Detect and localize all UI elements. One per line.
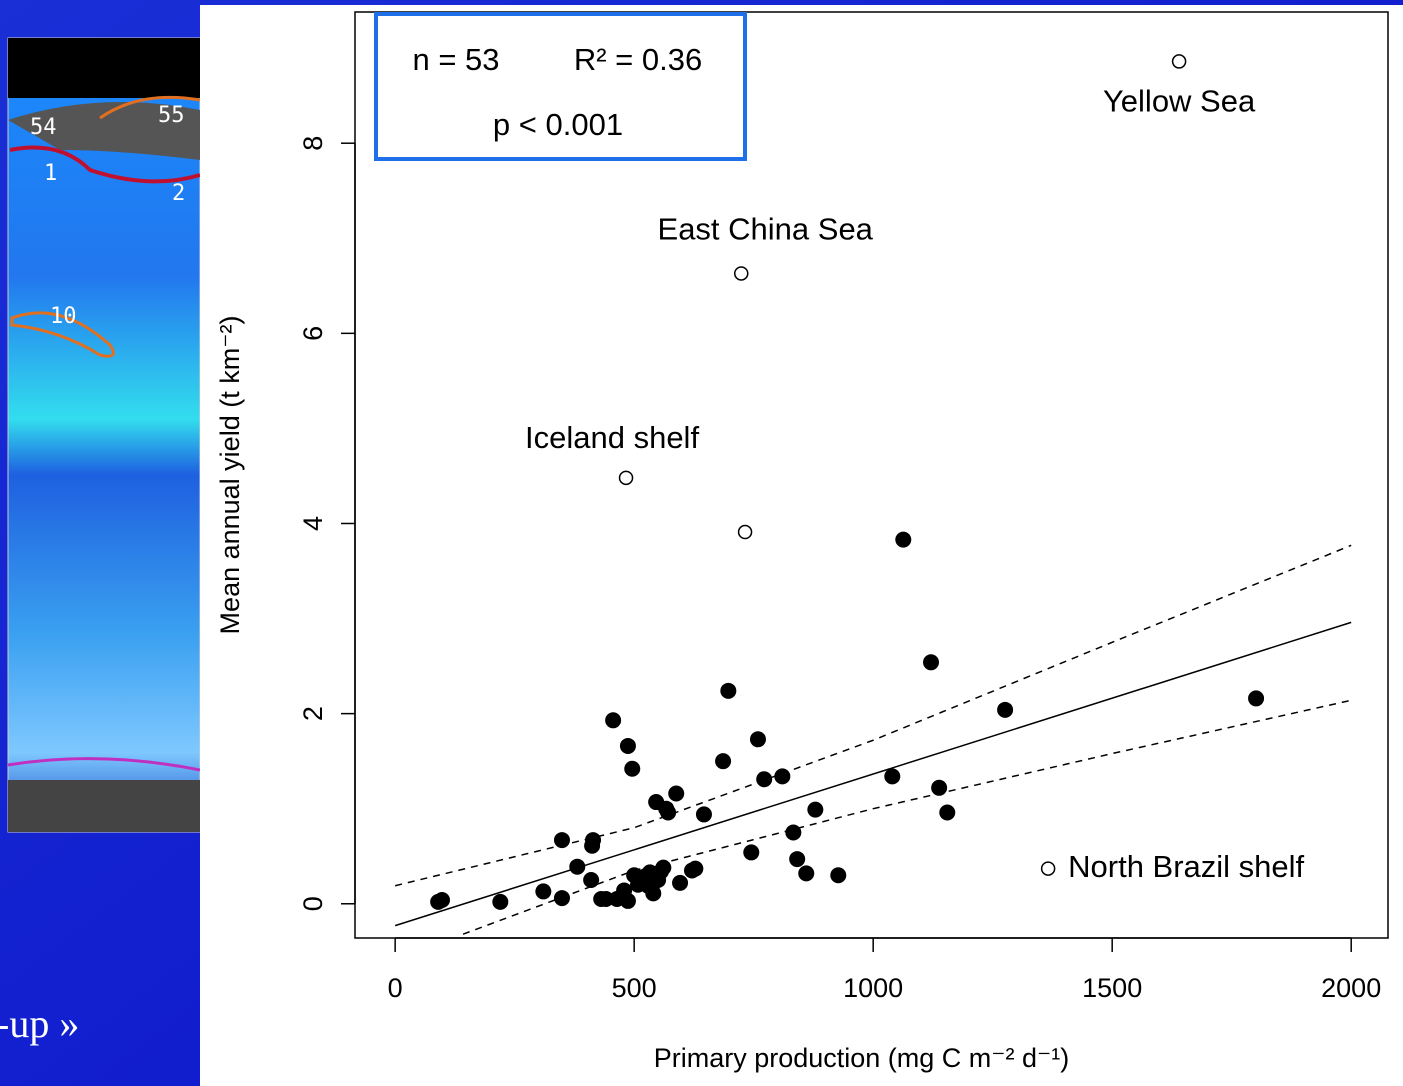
data-point xyxy=(655,860,671,876)
point-label: North Brazil shelf xyxy=(1068,849,1304,884)
y-axis-label: Mean annual yield (t km⁻²) xyxy=(215,316,245,635)
point-label: Iceland shelf xyxy=(525,420,699,455)
chart-panel xyxy=(200,5,1403,1086)
x-tick-label: 1000 xyxy=(843,973,903,1003)
map-label: 2 xyxy=(172,181,185,206)
data-point xyxy=(715,753,731,769)
data-point xyxy=(774,768,790,784)
data-point xyxy=(535,883,551,899)
stats-text: p < 0.001 xyxy=(493,107,623,142)
map xyxy=(8,38,200,832)
data-point xyxy=(554,890,570,906)
point-label: East China Sea xyxy=(658,212,874,247)
data-point xyxy=(585,832,601,848)
map-land xyxy=(8,38,200,98)
page: 54 55 1 2 10 -up » 0 500 1000 1500 2000 0 2 4 6 8 Prim… xyxy=(0,0,1403,1086)
data-point xyxy=(756,771,772,787)
x-tick-label: 2000 xyxy=(1321,973,1381,1003)
data-point xyxy=(939,805,955,821)
data-point xyxy=(750,731,766,747)
data-point xyxy=(620,893,636,909)
data-point xyxy=(554,832,570,848)
data-point xyxy=(620,738,636,754)
data-point xyxy=(743,844,759,860)
data-point xyxy=(1248,690,1264,706)
data-point xyxy=(605,712,621,728)
map-label: 10 xyxy=(50,304,77,329)
data-point xyxy=(785,824,801,840)
data-point xyxy=(931,780,947,796)
stats-text: R² = 0.36 xyxy=(574,42,702,77)
data-point xyxy=(789,851,805,867)
map-image xyxy=(8,38,200,832)
map-label: 55 xyxy=(158,103,185,128)
x-tick-label: 0 xyxy=(388,973,403,1003)
map-label: 54 xyxy=(30,115,57,140)
map-label: 1 xyxy=(44,161,57,186)
data-point xyxy=(720,683,736,699)
data-point xyxy=(583,872,599,888)
map-land xyxy=(8,780,200,832)
y-tick-label: 6 xyxy=(298,326,328,341)
point-label: Yellow Sea xyxy=(1103,84,1256,119)
data-point xyxy=(668,785,684,801)
data-point xyxy=(569,859,585,875)
data-point xyxy=(696,806,712,822)
y-tick-label: 0 xyxy=(298,896,328,911)
data-point xyxy=(624,761,640,777)
data-point xyxy=(672,875,688,891)
footer-text: -up » xyxy=(0,1001,79,1046)
data-point xyxy=(884,768,900,784)
x-tick-label: 1500 xyxy=(1082,973,1142,1003)
data-point xyxy=(807,802,823,818)
data-point xyxy=(895,532,911,548)
data-point xyxy=(997,702,1013,718)
stats-text: n = 53 xyxy=(412,42,499,77)
y-tick-label: 4 xyxy=(298,516,328,531)
slide: 54 55 1 2 10 -up » 0 500 1000 1500 2000 0 2 4 6 8 Prim… xyxy=(0,0,1403,1086)
data-point xyxy=(492,894,508,910)
x-axis-label: Primary production (mg C m⁻² d⁻¹) xyxy=(654,1043,1070,1073)
y-tick-label: 8 xyxy=(298,136,328,151)
data-point xyxy=(923,654,939,670)
data-point xyxy=(660,805,676,821)
data-point xyxy=(434,892,450,908)
y-tick-label: 2 xyxy=(298,706,328,721)
data-point xyxy=(687,861,703,877)
data-point xyxy=(798,865,814,881)
x-tick-label: 500 xyxy=(612,973,657,1003)
data-point xyxy=(830,867,846,883)
